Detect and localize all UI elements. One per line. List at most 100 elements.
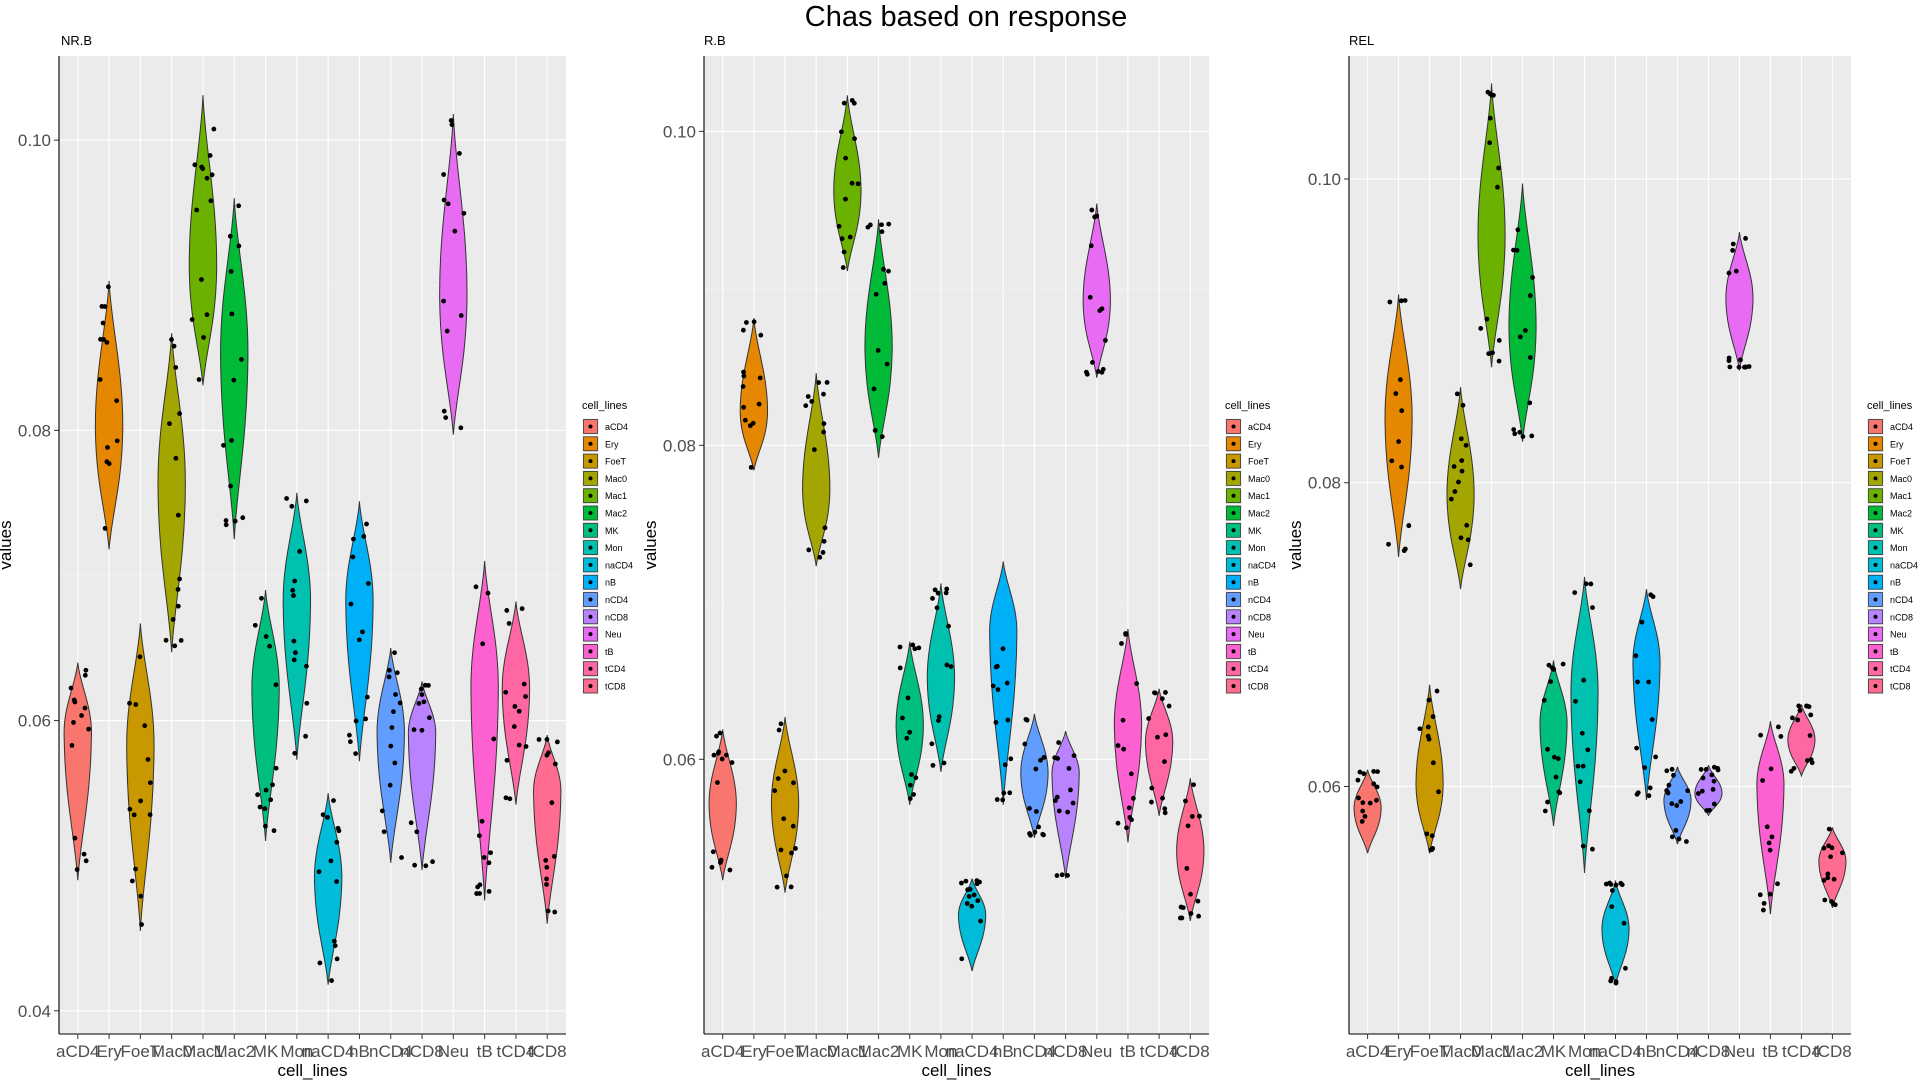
legend-point (588, 684, 593, 688)
data-point (476, 833, 482, 839)
data-point (781, 816, 787, 822)
violin-neu (1725, 232, 1754, 371)
data-point (138, 798, 144, 804)
plot-background (704, 56, 1209, 1034)
data-point (1583, 581, 1589, 587)
data-point (325, 814, 330, 820)
x-tick-label: tCD4 (1782, 1042, 1821, 1061)
data-point (1386, 541, 1391, 547)
data-point (1743, 235, 1748, 241)
data-point (1166, 703, 1172, 709)
data-point (291, 638, 297, 644)
data-point (821, 538, 827, 544)
data-point (1036, 824, 1042, 830)
data-point (139, 922, 144, 927)
legend-point (1873, 562, 1878, 567)
data-point (1054, 794, 1060, 800)
data-point (1459, 458, 1465, 464)
x-tick-label: FoeT (765, 1042, 805, 1061)
x-tick-label: naCD4 (1589, 1042, 1642, 1061)
data-point (1607, 880, 1613, 886)
data-point (1115, 820, 1121, 826)
data-point (1775, 881, 1780, 887)
data-point (397, 700, 403, 706)
data-point (83, 858, 89, 864)
legend-label: tB (605, 647, 614, 657)
data-point (262, 806, 268, 812)
data-point (1054, 873, 1060, 878)
data-point (361, 533, 367, 539)
legend-point (1231, 597, 1236, 602)
data-point (1727, 364, 1733, 370)
data-point (912, 646, 918, 652)
data-point (328, 858, 334, 864)
data-point (1666, 782, 1672, 788)
legend-point (1231, 476, 1236, 481)
data-point (421, 699, 427, 705)
x-tick-label: Mon (280, 1042, 313, 1061)
data-point (944, 586, 950, 592)
x-tick-label: tCD4 (497, 1042, 536, 1061)
data-point (347, 739, 353, 745)
legend-title: cell_lines (1225, 400, 1271, 412)
data-point (1448, 496, 1454, 502)
x-tick-label: nCD8 (1044, 1042, 1087, 1061)
legend-point (1231, 649, 1236, 654)
data-point (289, 503, 295, 509)
legend-point (588, 562, 593, 567)
data-point (1126, 805, 1132, 811)
data-point (516, 742, 522, 748)
violin-ncd4 (1020, 713, 1049, 838)
legend-label: nCD8 (605, 612, 628, 622)
data-point (1155, 734, 1160, 740)
data-point (1646, 679, 1652, 685)
data-point (284, 496, 290, 501)
data-point (236, 243, 242, 249)
legend-label: FoeT (1890, 457, 1912, 467)
x-tick-label: Ery (1386, 1042, 1412, 1061)
x-tick-label: Mac1 (182, 1042, 224, 1061)
y-axis-title: values (641, 520, 660, 569)
data-point (879, 222, 884, 228)
data-point (913, 775, 919, 781)
data-point (320, 812, 326, 818)
data-point (775, 776, 781, 781)
data-point (231, 377, 237, 383)
data-point (388, 743, 394, 749)
data-point (849, 180, 855, 186)
data-point (236, 203, 242, 209)
data-point (1825, 875, 1831, 881)
data-point (228, 269, 234, 274)
y-tick-label: 0.08 (18, 421, 51, 440)
data-point (102, 525, 108, 531)
data-point (1424, 831, 1430, 837)
data-point (1609, 975, 1614, 981)
data-point (1840, 850, 1845, 856)
legend-label: Mon (605, 543, 623, 553)
data-point (1149, 799, 1154, 805)
data-point (1092, 214, 1098, 220)
violin-tb (1756, 721, 1785, 915)
data-point (1541, 697, 1547, 703)
data-point (1711, 801, 1717, 807)
violin-tcd8 (1176, 778, 1205, 922)
legend-title: cell_lines (1867, 400, 1913, 412)
data-point (748, 464, 754, 470)
data-point (175, 512, 181, 518)
legend-point (1873, 666, 1878, 671)
legend-point (588, 649, 593, 654)
data-point (114, 398, 120, 404)
legend-label: MK (1248, 526, 1262, 536)
data-point (1087, 294, 1093, 300)
legend-label: FoeT (1248, 457, 1270, 467)
data-point (1553, 774, 1559, 780)
violin-mon (282, 492, 312, 760)
data-point (1700, 775, 1706, 781)
data-point (317, 960, 323, 966)
legend-label: naCD4 (1890, 560, 1918, 570)
data-point (239, 356, 244, 362)
data-point (1356, 795, 1361, 801)
legend-label: Mac0 (605, 474, 627, 484)
x-tick-label: tB (477, 1042, 493, 1061)
